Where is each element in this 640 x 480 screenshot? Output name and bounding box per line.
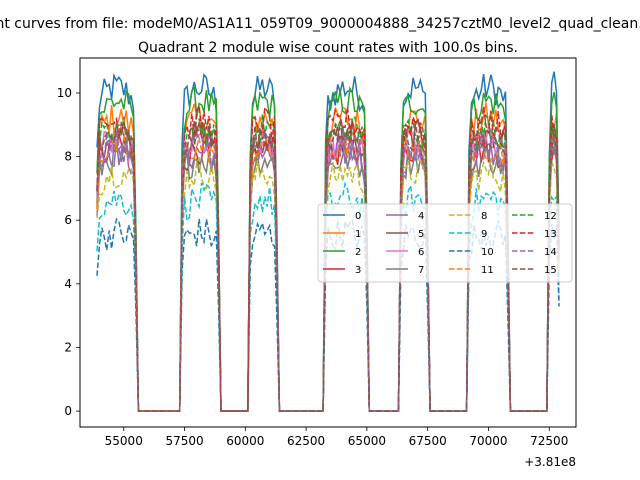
legend-label-5: 5: [418, 229, 424, 240]
y-tick-label: 8: [64, 150, 72, 164]
figure-suptitle: Light curves from file: modeM0/AS1A11_05…: [0, 16, 640, 32]
legend-label-14: 14: [544, 247, 557, 258]
series-line-9: [96, 181, 560, 412]
legend-box: [317, 203, 573, 283]
legend-label-15: 15: [544, 265, 557, 276]
series-line-13: [96, 103, 560, 412]
y-tick-label: 10: [57, 86, 72, 100]
legend-label-8: 8: [481, 211, 487, 222]
y-tick-label: 6: [64, 213, 72, 227]
y-tick-label: 4: [64, 277, 72, 291]
legend-label-3: 3: [355, 265, 361, 276]
legend-label-0: 0: [355, 211, 361, 222]
axes-frame: [79, 57, 577, 428]
chart-title: Quadrant 2 module wise count rates with …: [138, 40, 518, 56]
legend-label-12: 12: [544, 211, 557, 222]
legend-label-1: 1: [355, 229, 361, 240]
x-axis: 55000 57500 60000 62500 65000 67500 70000 72500: [105, 427, 568, 448]
x-tick-label: 65000: [348, 434, 386, 448]
legend-label-2: 2: [355, 247, 361, 258]
legend-label-13: 13: [544, 229, 557, 240]
legend-label-6: 6: [418, 247, 424, 258]
x-tick-label: 57500: [165, 434, 203, 448]
legend-label-9: 9: [481, 229, 487, 240]
x-tick-label: 62500: [287, 434, 325, 448]
x-tick-label: 72500: [530, 434, 568, 448]
x-tick-label: 60000: [226, 434, 264, 448]
y-axis: 0 2 4 6 8 10: [57, 86, 80, 418]
legend-label-10: 10: [481, 247, 494, 258]
x-tick-label: 55000: [105, 434, 143, 448]
x-tick-label: 70000: [469, 434, 507, 448]
series-line-15: [96, 120, 560, 412]
legend-label-7: 7: [418, 265, 424, 276]
x-tick-label: 67500: [409, 434, 447, 448]
legend-label-4: 4: [418, 211, 424, 222]
y-tick-label: 0: [64, 404, 72, 418]
y-tick-label: 2: [64, 340, 72, 354]
legend-label-11: 11: [481, 265, 494, 276]
x-axis-offset-label: +3.81e8: [524, 455, 576, 469]
